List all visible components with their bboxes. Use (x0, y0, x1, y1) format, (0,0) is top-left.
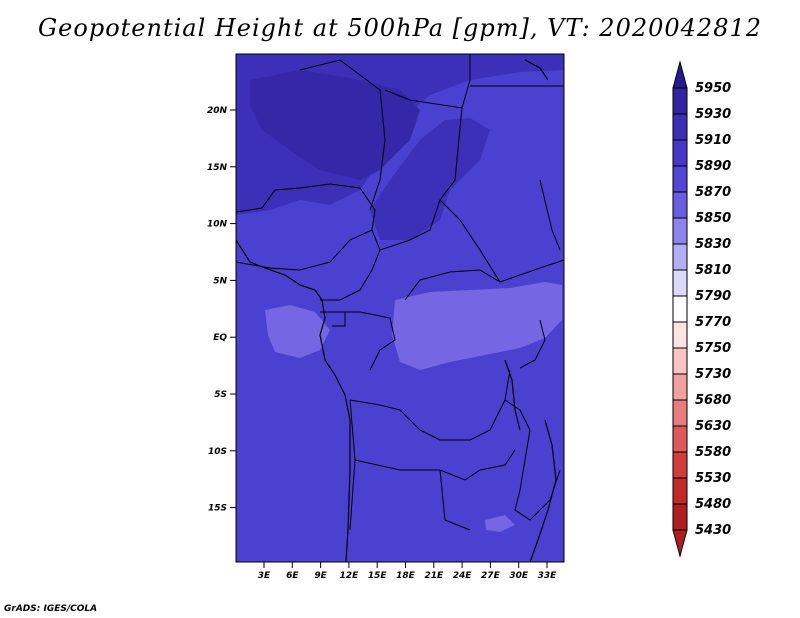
colorbar-segment (672, 269, 688, 297)
height-field-5850-south (485, 515, 515, 532)
colorbar-level-label: 5810 (695, 263, 731, 278)
colorbar-level-label: 5680 (695, 393, 731, 408)
colorbar-level-label: 5890 (695, 159, 731, 174)
lat-tick-label: 15S (208, 504, 227, 514)
lon-tick-label: 30E (509, 571, 529, 581)
colorbar-level-label: 5730 (695, 367, 731, 382)
colorbar-level-label: 5530 (695, 471, 731, 486)
colorbar-segment (672, 191, 688, 219)
colorbar-segment (672, 243, 688, 271)
colorbar-segment (672, 295, 688, 323)
lat-tick-label: 10N (207, 220, 228, 230)
map-panel (235, 54, 565, 563)
height-field-5850-west (265, 305, 330, 358)
colorbar-segment (672, 113, 688, 141)
country-borders (235, 54, 565, 531)
colorbar-segment (672, 347, 688, 375)
lon-tick-label: 6E (286, 571, 299, 581)
lon-tick-label: 3E (258, 571, 271, 581)
colorbar-level-label: 5830 (695, 237, 731, 252)
colorbar: 5950 5930 5910 5890 5870 5850 5830 5810 5790 5770… (672, 60, 731, 558)
lon-tick-label: 12E (340, 571, 360, 581)
colorbar-level-label: 5630 (695, 419, 731, 434)
colorbar-level-label: 5950 (695, 81, 731, 96)
longitude-axis: 3E 6E 9E 12E 15E 18E 21E 24E 27E 30E 33E (258, 562, 557, 581)
lon-tick-label: 21E (424, 571, 444, 581)
colorbar-segment (672, 451, 688, 479)
colorbar-segment (672, 503, 688, 531)
lat-tick-label: 5N (213, 276, 227, 286)
lat-tick-label: 20N (207, 106, 228, 116)
lon-tick-label: 18E (396, 571, 416, 581)
colorbar-segment (672, 139, 688, 167)
colorbar-level-label: 5930 (695, 107, 731, 122)
colorbar-segment (672, 477, 688, 505)
colorbar-segment (672, 399, 688, 427)
colorbar-top-arrow (672, 60, 688, 89)
colorbar-level-label: 5480 (695, 497, 731, 512)
colorbar-level-label: 5430 (695, 523, 731, 538)
lat-tick-label: 5S (214, 390, 227, 400)
lat-tick-label: 15N (207, 163, 228, 173)
map-frame (235, 53, 565, 563)
colorbar-level-label: 5770 (695, 315, 731, 330)
latitude-axis: 20N 15N 10N 5N EQ 5S 10S 15S (207, 106, 236, 514)
colorbar-level-label: 5580 (695, 445, 731, 460)
lon-tick-label: 33E (538, 571, 558, 581)
colorbar-level-label: 5790 (695, 289, 731, 304)
lon-tick-label: 24E (453, 571, 473, 581)
lon-tick-label: 15E (368, 571, 388, 581)
colorbar-segment (672, 425, 688, 453)
colorbar-segment (672, 87, 688, 115)
lat-tick-label: EQ (213, 333, 227, 343)
map-title: Geopotential Height at 500hPa [gpm], VT:… (38, 14, 762, 42)
colorbar-segment (672, 165, 688, 193)
height-field-5890-east (370, 118, 490, 240)
colorbar-segment (672, 321, 688, 349)
lon-tick-label: 9E (314, 571, 327, 581)
lon-tick-label: 27E (481, 571, 501, 581)
colorbar-level-label: 5750 (695, 341, 731, 356)
height-field-5850-central (392, 282, 562, 370)
lat-tick-label: 10S (208, 447, 227, 457)
colorbar-bottom-arrow (672, 529, 688, 558)
colorbar-segment (672, 217, 688, 245)
colorbar-segment (672, 373, 688, 401)
coastline (235, 59, 557, 563)
colorbar-level-label: 5910 (695, 133, 731, 148)
height-field-5910 (250, 70, 420, 180)
footer-credit: GrADS: IGES/COLA (4, 604, 98, 614)
colorbar-level-label: 5850 (695, 211, 731, 226)
colorbar-level-label: 5870 (695, 185, 731, 200)
